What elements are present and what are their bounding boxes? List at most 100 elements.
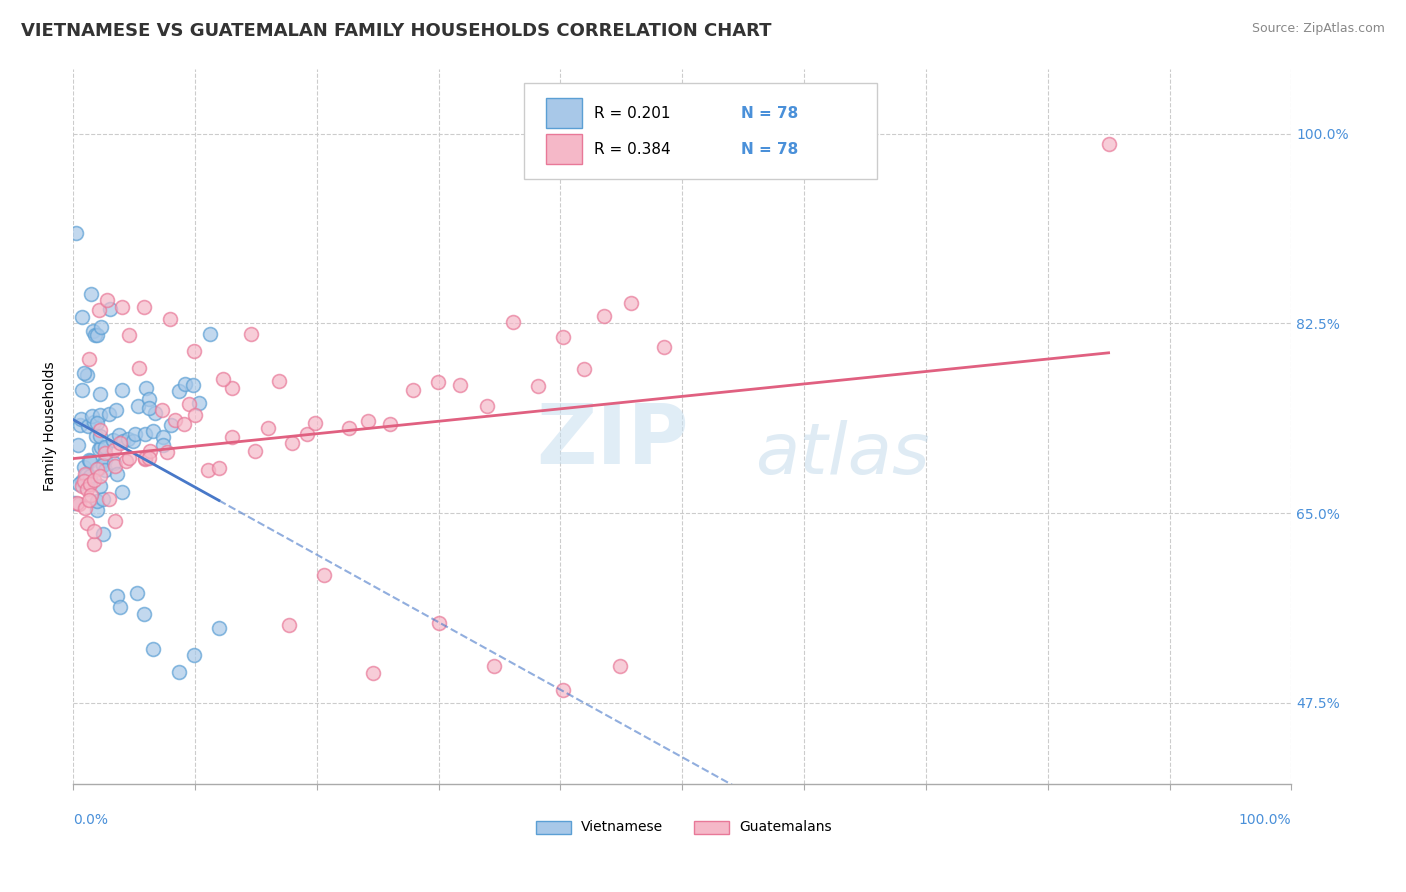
Point	[449, 378, 471, 392]
Point	[104, 402, 127, 417]
Point	[93, 452, 115, 467]
Point	[90, 441, 112, 455]
Point	[135, 381, 157, 395]
Point	[79, 453, 101, 467]
Point	[124, 426, 146, 441]
Point	[304, 416, 326, 430]
Point	[361, 666, 384, 681]
Point	[572, 361, 595, 376]
Point	[83, 524, 105, 538]
Text: Source: ZipAtlas.com: Source: ZipAtlas.com	[1251, 22, 1385, 36]
Point	[86, 462, 108, 476]
Point	[107, 428, 129, 442]
Point	[94, 440, 117, 454]
Point	[104, 459, 127, 474]
Y-axis label: Family Households: Family Households	[44, 361, 58, 491]
Point	[280, 436, 302, 450]
Point	[86, 503, 108, 517]
Point	[208, 621, 231, 635]
Point	[128, 360, 150, 375]
Point	[66, 438, 89, 452]
Point	[402, 383, 425, 397]
Point	[75, 468, 97, 483]
Point	[84, 328, 107, 343]
Point	[1097, 137, 1119, 152]
Point	[67, 476, 90, 491]
Point	[183, 648, 205, 662]
Point	[111, 434, 134, 448]
Point	[118, 451, 141, 466]
Point	[127, 399, 149, 413]
Point	[89, 479, 111, 493]
Point	[138, 401, 160, 415]
Point	[502, 315, 524, 329]
Point	[94, 445, 117, 459]
Point	[111, 485, 134, 500]
Point	[80, 488, 103, 502]
Point	[152, 430, 174, 444]
Point	[221, 381, 243, 395]
Point	[83, 537, 105, 551]
Point	[165, 413, 187, 427]
Point	[184, 408, 207, 422]
Point	[98, 301, 121, 316]
Point	[167, 384, 190, 398]
Point	[208, 460, 231, 475]
Point	[73, 500, 96, 515]
Point	[152, 403, 174, 417]
Point	[66, 496, 89, 510]
Point	[125, 586, 148, 600]
Point	[76, 368, 98, 383]
Point	[90, 320, 112, 334]
Point	[337, 421, 360, 435]
Point	[174, 377, 197, 392]
Point	[79, 472, 101, 486]
Point	[475, 399, 498, 413]
Point	[427, 615, 450, 630]
Point	[295, 426, 318, 441]
Point	[89, 387, 111, 401]
Point	[482, 659, 505, 673]
Text: 100.0%: 100.0%	[1239, 813, 1291, 827]
Point	[198, 326, 221, 341]
Point	[70, 384, 93, 398]
FancyBboxPatch shape	[524, 83, 877, 179]
Point	[91, 527, 114, 541]
Text: 0.0%: 0.0%	[73, 813, 108, 827]
Point	[86, 327, 108, 342]
Bar	[695, 821, 730, 833]
Point	[139, 444, 162, 458]
Point	[97, 491, 120, 506]
Text: R = 0.384: R = 0.384	[595, 142, 671, 157]
Point	[620, 296, 643, 310]
Point	[79, 468, 101, 483]
Point	[77, 419, 100, 434]
Point	[83, 415, 105, 429]
Point	[63, 496, 86, 510]
Point	[593, 309, 616, 323]
Point	[256, 421, 278, 435]
Point	[73, 474, 96, 488]
Point	[111, 300, 134, 314]
Point	[65, 227, 87, 241]
Point	[79, 476, 101, 491]
Point	[167, 665, 190, 680]
Point	[87, 302, 110, 317]
Point	[76, 482, 98, 496]
Point	[89, 429, 111, 443]
Point	[101, 433, 124, 447]
Point	[96, 293, 118, 307]
Point	[77, 352, 100, 367]
Point	[221, 430, 243, 444]
Point	[86, 429, 108, 443]
Point	[278, 618, 301, 632]
Text: VIETNAMESE VS GUATEMALAN FAMILY HOUSEHOLDS CORRELATION CHART: VIETNAMESE VS GUATEMALAN FAMILY HOUSEHOL…	[21, 22, 772, 40]
Point	[357, 413, 380, 427]
Point	[138, 392, 160, 406]
Point	[652, 340, 675, 354]
Point	[142, 642, 165, 657]
Point	[69, 417, 91, 432]
Point	[103, 442, 125, 457]
Point	[115, 454, 138, 468]
Point	[75, 467, 97, 482]
